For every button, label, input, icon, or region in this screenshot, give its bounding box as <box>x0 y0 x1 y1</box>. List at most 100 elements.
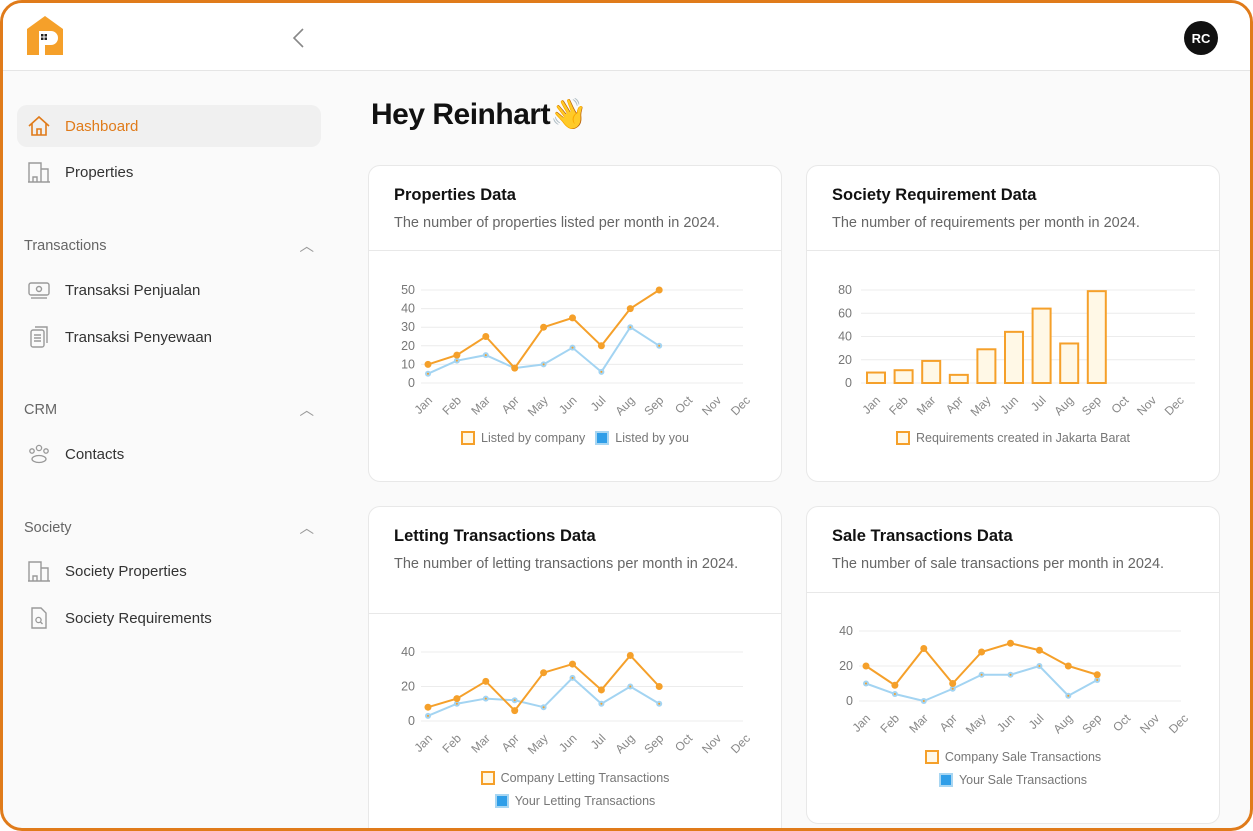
sidebar: Dashboard Properties Transactions ︿ Trans… <box>3 71 343 828</box>
x-tick-label: Jan <box>850 711 874 735</box>
data-point <box>569 660 576 668</box>
data-point-center <box>427 714 429 717</box>
section-crm-header[interactable]: CRM ︿ <box>24 399 314 420</box>
sidebar-item-contacts[interactable]: Contacts <box>17 433 321 475</box>
x-tick-label: Apr <box>937 711 960 734</box>
x-tick-label: Sep <box>641 731 666 756</box>
sidebar-item-properties[interactable]: Properties <box>17 151 321 193</box>
bar <box>1004 330 1024 385</box>
x-tick-label: Dec <box>1166 711 1191 736</box>
chevron-up-icon[interactable]: ︿ <box>299 521 315 537</box>
chevron-up-icon[interactable]: ︿ <box>299 403 315 419</box>
y-tick-label: 20 <box>839 659 853 673</box>
legend-label: Listed by company <box>481 431 586 445</box>
chevron-up-icon[interactable]: ︿ <box>299 239 315 255</box>
y-tick-label: 30 <box>401 320 415 334</box>
legend-item[interactable]: Your Sale Transactions <box>938 773 1088 787</box>
y-tick-label: 20 <box>401 680 415 694</box>
legend-item[interactable]: Company Letting Transactions <box>480 771 670 785</box>
properties-data-card: Properties Data The number of properties… <box>368 165 782 482</box>
x-tick-label: Jun <box>998 393 1022 417</box>
x-tick-label: Oct <box>672 731 696 755</box>
x-tick-label: Dec <box>728 731 753 756</box>
building-icon <box>28 561 50 582</box>
x-tick-label: Feb <box>886 393 911 418</box>
data-point <box>540 323 548 331</box>
y-tick-label: 60 <box>838 306 852 320</box>
x-tick-label: Jul <box>588 731 609 752</box>
x-tick-label: Aug <box>1050 711 1075 736</box>
data-point <box>626 651 634 659</box>
sidebar-item-label: Transaksi Penyewaan <box>65 328 213 346</box>
x-tick-label: Sep <box>1079 711 1104 736</box>
data-point-center <box>629 685 632 688</box>
sidebar-item-label: Society Properties <box>65 562 187 580</box>
data-point-center <box>1067 694 1070 697</box>
data-point-center <box>629 326 632 329</box>
data-point <box>1093 671 1101 679</box>
greeting-heading: Hey Reinhart👋 <box>371 98 587 131</box>
legend-swatch-orange <box>924 750 939 764</box>
data-point-center <box>1038 665 1041 667</box>
collapse-sidebar-chevron-left-icon[interactable] <box>289 27 309 49</box>
section-title: Transactions <box>24 237 107 254</box>
x-tick-label: May <box>968 393 994 419</box>
x-tick-label: Jan <box>412 393 436 417</box>
sidebar-item-transaksi-penjualan[interactable]: Transaksi Penjualan <box>17 269 321 311</box>
data-point-center <box>865 682 867 685</box>
y-tick-label: 40 <box>839 624 853 638</box>
section-title: Society <box>24 519 72 536</box>
legend-label: Company Letting Transactions <box>500 771 670 785</box>
legend-item[interactable]: Requirements created in Jakarta Barat <box>896 431 1130 445</box>
data-point-center <box>542 363 545 366</box>
x-tick-label: Nov <box>1137 711 1162 736</box>
data-point <box>1064 662 1072 670</box>
data-point-center <box>951 687 954 690</box>
sidebar-item-society-requirements[interactable]: Society Requirements <box>17 597 321 639</box>
legend-label: Requirements created in Jakarta Barat <box>916 431 1130 445</box>
data-point <box>1035 646 1043 654</box>
sidebar-item-dashboard[interactable]: Dashboard <box>17 105 321 147</box>
card-subtitle: The number of letting transactions per m… <box>394 556 739 572</box>
data-point <box>655 286 663 294</box>
data-point <box>862 662 870 670</box>
sidebar-item-transaksi-penyewaan[interactable]: Transaksi Penyewaan <box>17 316 321 358</box>
x-tick-label: Mar <box>914 393 939 418</box>
divider <box>369 250 781 251</box>
x-tick-label: Dec <box>728 393 753 418</box>
bar <box>1059 342 1080 385</box>
letting-line-chart: 0 20 40 Jan Feb Mar Apr May Jun Jul Aug Sep Oct Nov De… <box>401 645 753 757</box>
section-society-header[interactable]: Society ︿ <box>24 517 314 538</box>
x-tick-label: May <box>963 711 989 737</box>
divider <box>807 250 1219 251</box>
legend-item[interactable]: Listed by company <box>461 431 585 445</box>
requirements-bar-chart: 0 20 40 60 80 Jan Feb Mar Apr May Jun Jul Aug Sep Oct N… <box>838 283 1195 419</box>
data-point-center <box>455 702 458 705</box>
chart-legend: Your Sale Transactions <box>807 773 1219 787</box>
x-tick-label: Oct <box>1110 711 1134 735</box>
data-point <box>597 342 605 350</box>
y-tick-label: 40 <box>401 302 415 316</box>
legend-item[interactable]: Your Letting Transactions <box>494 794 655 808</box>
legend-label: Your Sale Transactions <box>958 773 1088 787</box>
x-tick-label: Dec <box>1162 393 1187 418</box>
data-point <box>569 314 576 322</box>
bar <box>1031 307 1052 385</box>
section-transactions-header[interactable]: Transactions ︿ <box>24 235 314 256</box>
data-point-center <box>600 702 603 705</box>
x-tick-label: Nov <box>699 393 724 418</box>
legend-item[interactable]: Company Sale Transactions <box>924 750 1101 764</box>
x-tick-label: Mar <box>468 731 493 756</box>
letting-transactions-card: Letting Transactions Data The number of … <box>368 506 782 828</box>
x-tick-label: Aug <box>612 731 637 756</box>
x-tick-label: Feb <box>439 393 464 418</box>
user-avatar[interactable]: RC <box>1184 21 1218 55</box>
users-icon <box>29 444 49 464</box>
y-tick-label: 0 <box>846 694 853 708</box>
legend-swatch-blue <box>938 773 953 787</box>
sidebar-item-society-properties[interactable]: Society Properties <box>17 550 321 592</box>
logo-icon[interactable] <box>25 15 65 57</box>
legend-item[interactable]: Listed by you <box>595 431 689 445</box>
data-point-center <box>658 702 661 705</box>
